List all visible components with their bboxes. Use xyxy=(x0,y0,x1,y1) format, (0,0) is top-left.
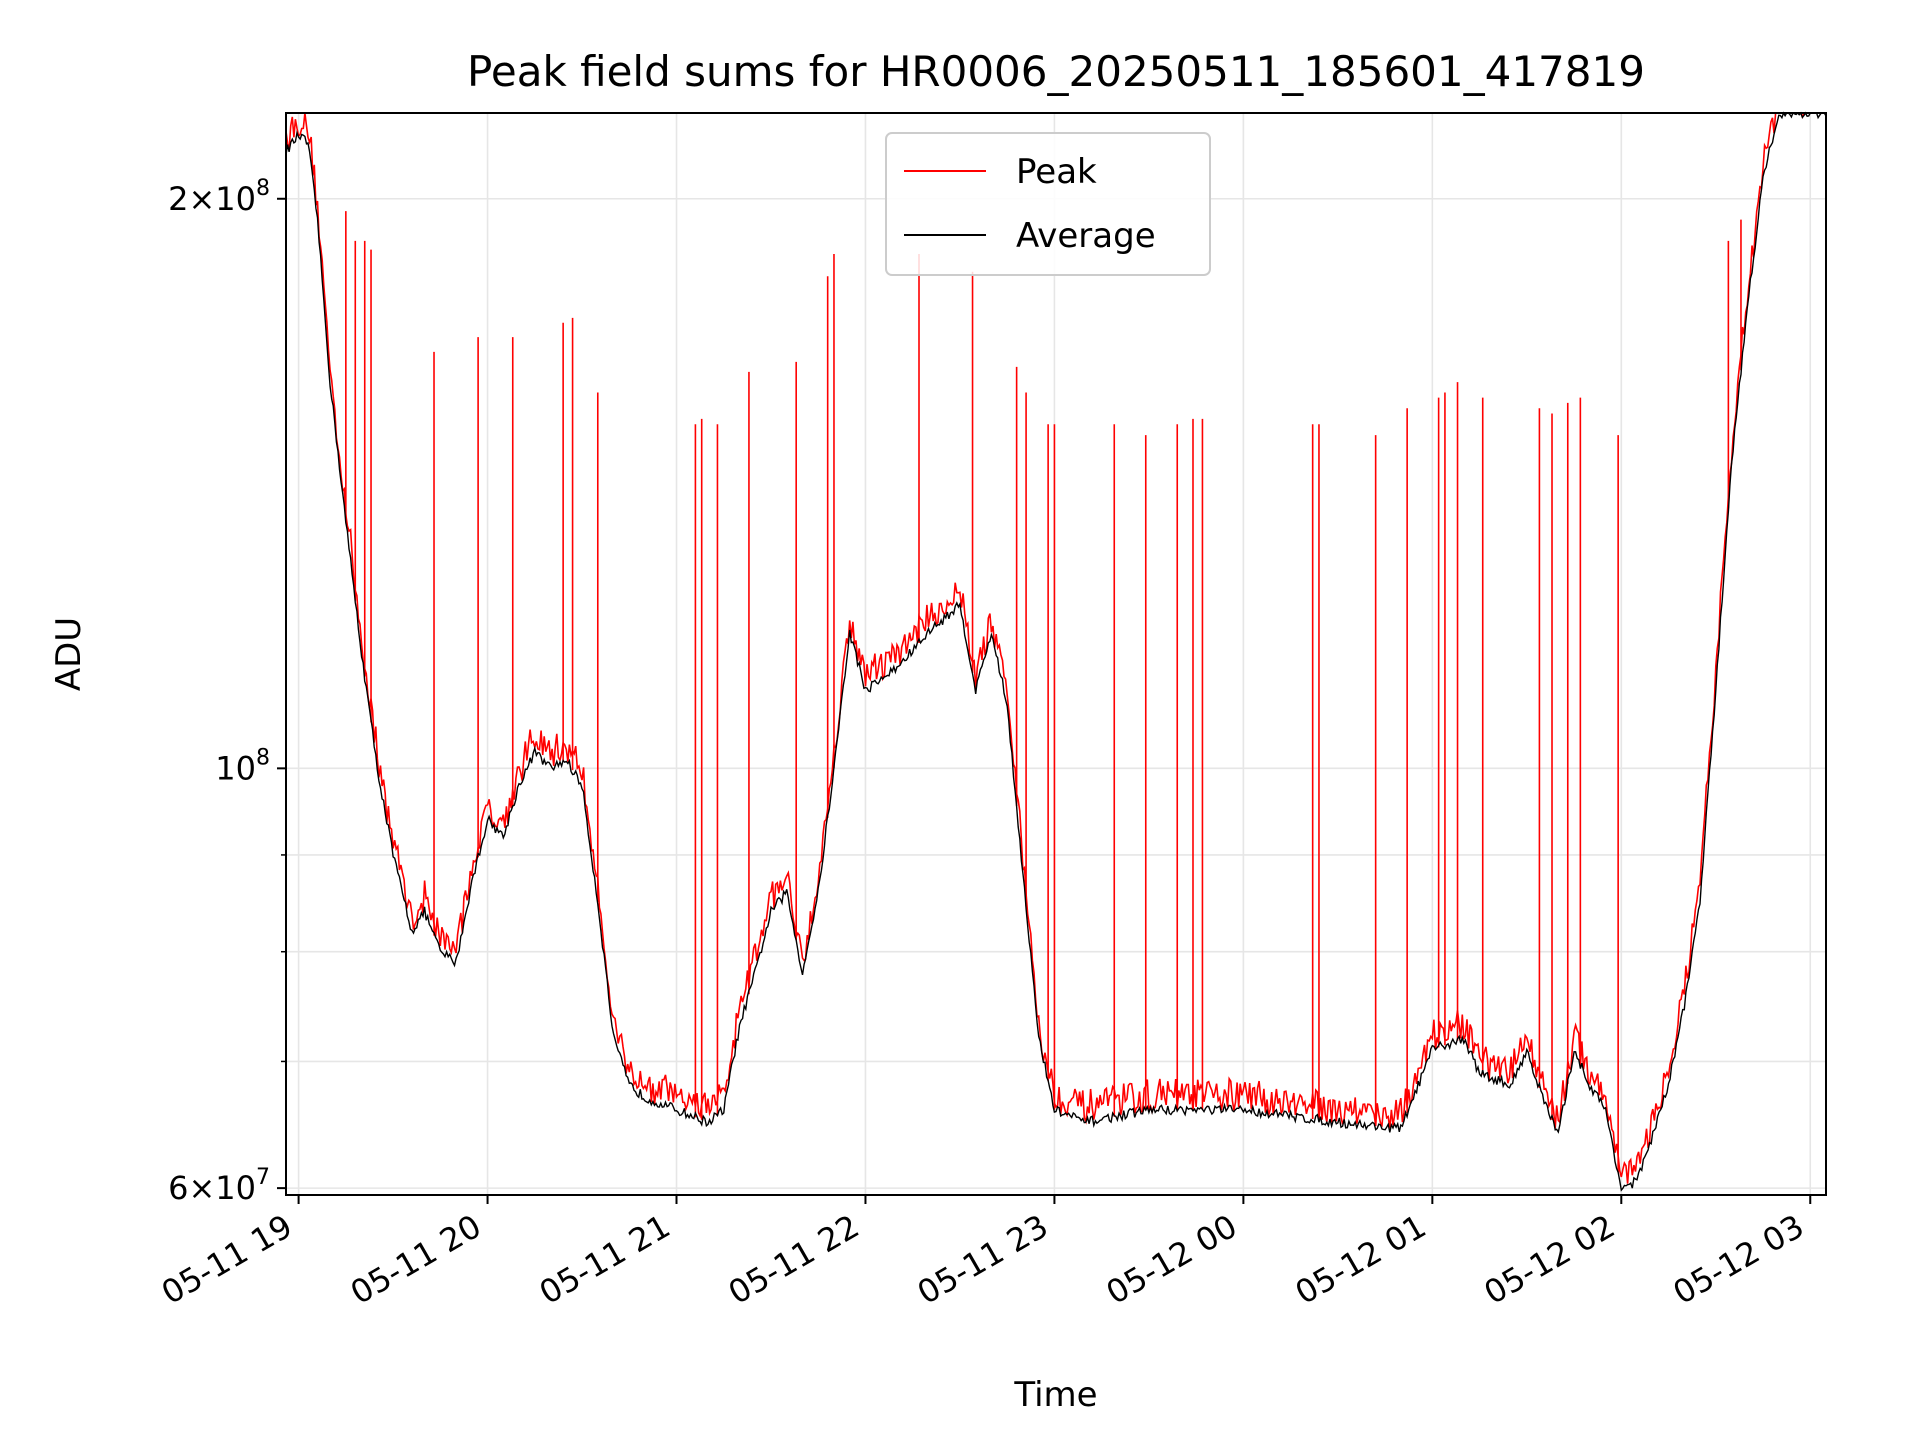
series-line-peak xyxy=(285,112,1826,1184)
y-tick-label: 6×107 xyxy=(168,1165,270,1207)
y-tick-label: 108 xyxy=(215,745,270,787)
x-axis-label: Time xyxy=(1013,1375,1097,1415)
y-axis: 2×108 108 6×107 xyxy=(168,176,286,1207)
plot-area xyxy=(285,111,1827,1192)
y-axis-label: ADU xyxy=(49,617,89,691)
y-tick-label: 2×108 xyxy=(168,176,270,218)
legend-label: Average xyxy=(1016,216,1156,256)
legend-box xyxy=(885,132,1211,276)
plot-frame xyxy=(285,112,1827,1196)
chart-title: Peak field sums for HR0006_20250511_1856… xyxy=(467,47,1645,96)
series-line-average xyxy=(285,111,1827,1192)
legend: Peak Average xyxy=(885,132,1211,276)
legend-label: Peak xyxy=(1016,152,1097,192)
